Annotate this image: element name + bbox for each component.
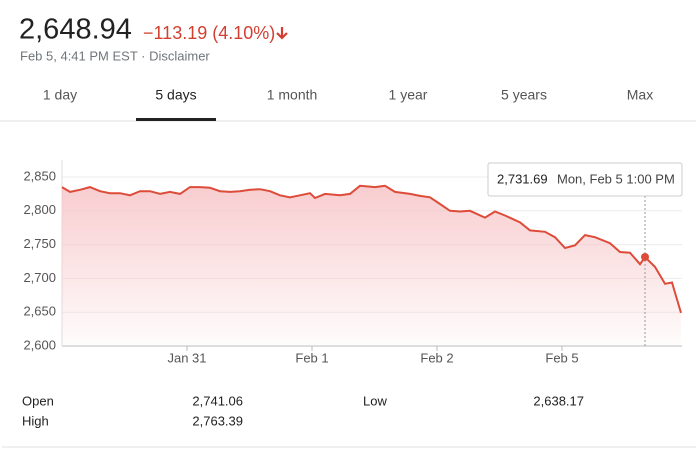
- y-tick-label: 2,700: [23, 270, 56, 285]
- hover-point: [641, 252, 649, 261]
- stat-label: High: [22, 413, 49, 428]
- x-tick-label: Feb 5: [545, 350, 578, 365]
- y-tick-label: 2,600: [23, 337, 56, 352]
- range-tab[interactable]: 1 year: [389, 87, 428, 103]
- stat-value: 2,741.06: [192, 393, 243, 408]
- range-tab[interactable]: 1 month: [267, 87, 318, 103]
- x-tick-label: Feb 1: [295, 350, 328, 365]
- price-area: [62, 185, 681, 346]
- range-tab[interactable]: 5 days: [155, 87, 196, 103]
- y-tick-label: 2,800: [23, 202, 56, 217]
- stat-label: Open: [22, 393, 54, 408]
- range-tab[interactable]: 5 years: [501, 87, 547, 103]
- tooltip-time: Mon, Feb 5 1:00 PM: [557, 171, 675, 186]
- y-tick-label: 2,750: [23, 236, 56, 251]
- price-line: [61, 184, 682, 314]
- stat-value: 2,638.17: [533, 393, 584, 408]
- y-tick-label: 2,850: [23, 168, 56, 183]
- tooltip-value: 2,731.69: [497, 171, 548, 186]
- stat-label: Low: [363, 393, 387, 408]
- range-tab[interactable]: 1 day: [43, 87, 77, 103]
- stat-value: 2,763.39: [192, 413, 243, 428]
- tooltip-box: [487, 162, 683, 197]
- down-arrow-icon: [276, 27, 288, 40]
- range-tab[interactable]: Max: [627, 87, 653, 103]
- y-tick-label: 2,650: [23, 304, 56, 319]
- timestamp: Feb 5, 4:41 PM EST · Disclaimer: [20, 48, 210, 63]
- active-tab-indicator: [136, 118, 216, 121]
- x-tick-label: Feb 2: [420, 350, 453, 365]
- x-tick-label: Jan 31: [167, 350, 206, 365]
- price: 2,648.94: [19, 14, 132, 46]
- price-change: −113.19 (4.10%): [143, 23, 275, 43]
